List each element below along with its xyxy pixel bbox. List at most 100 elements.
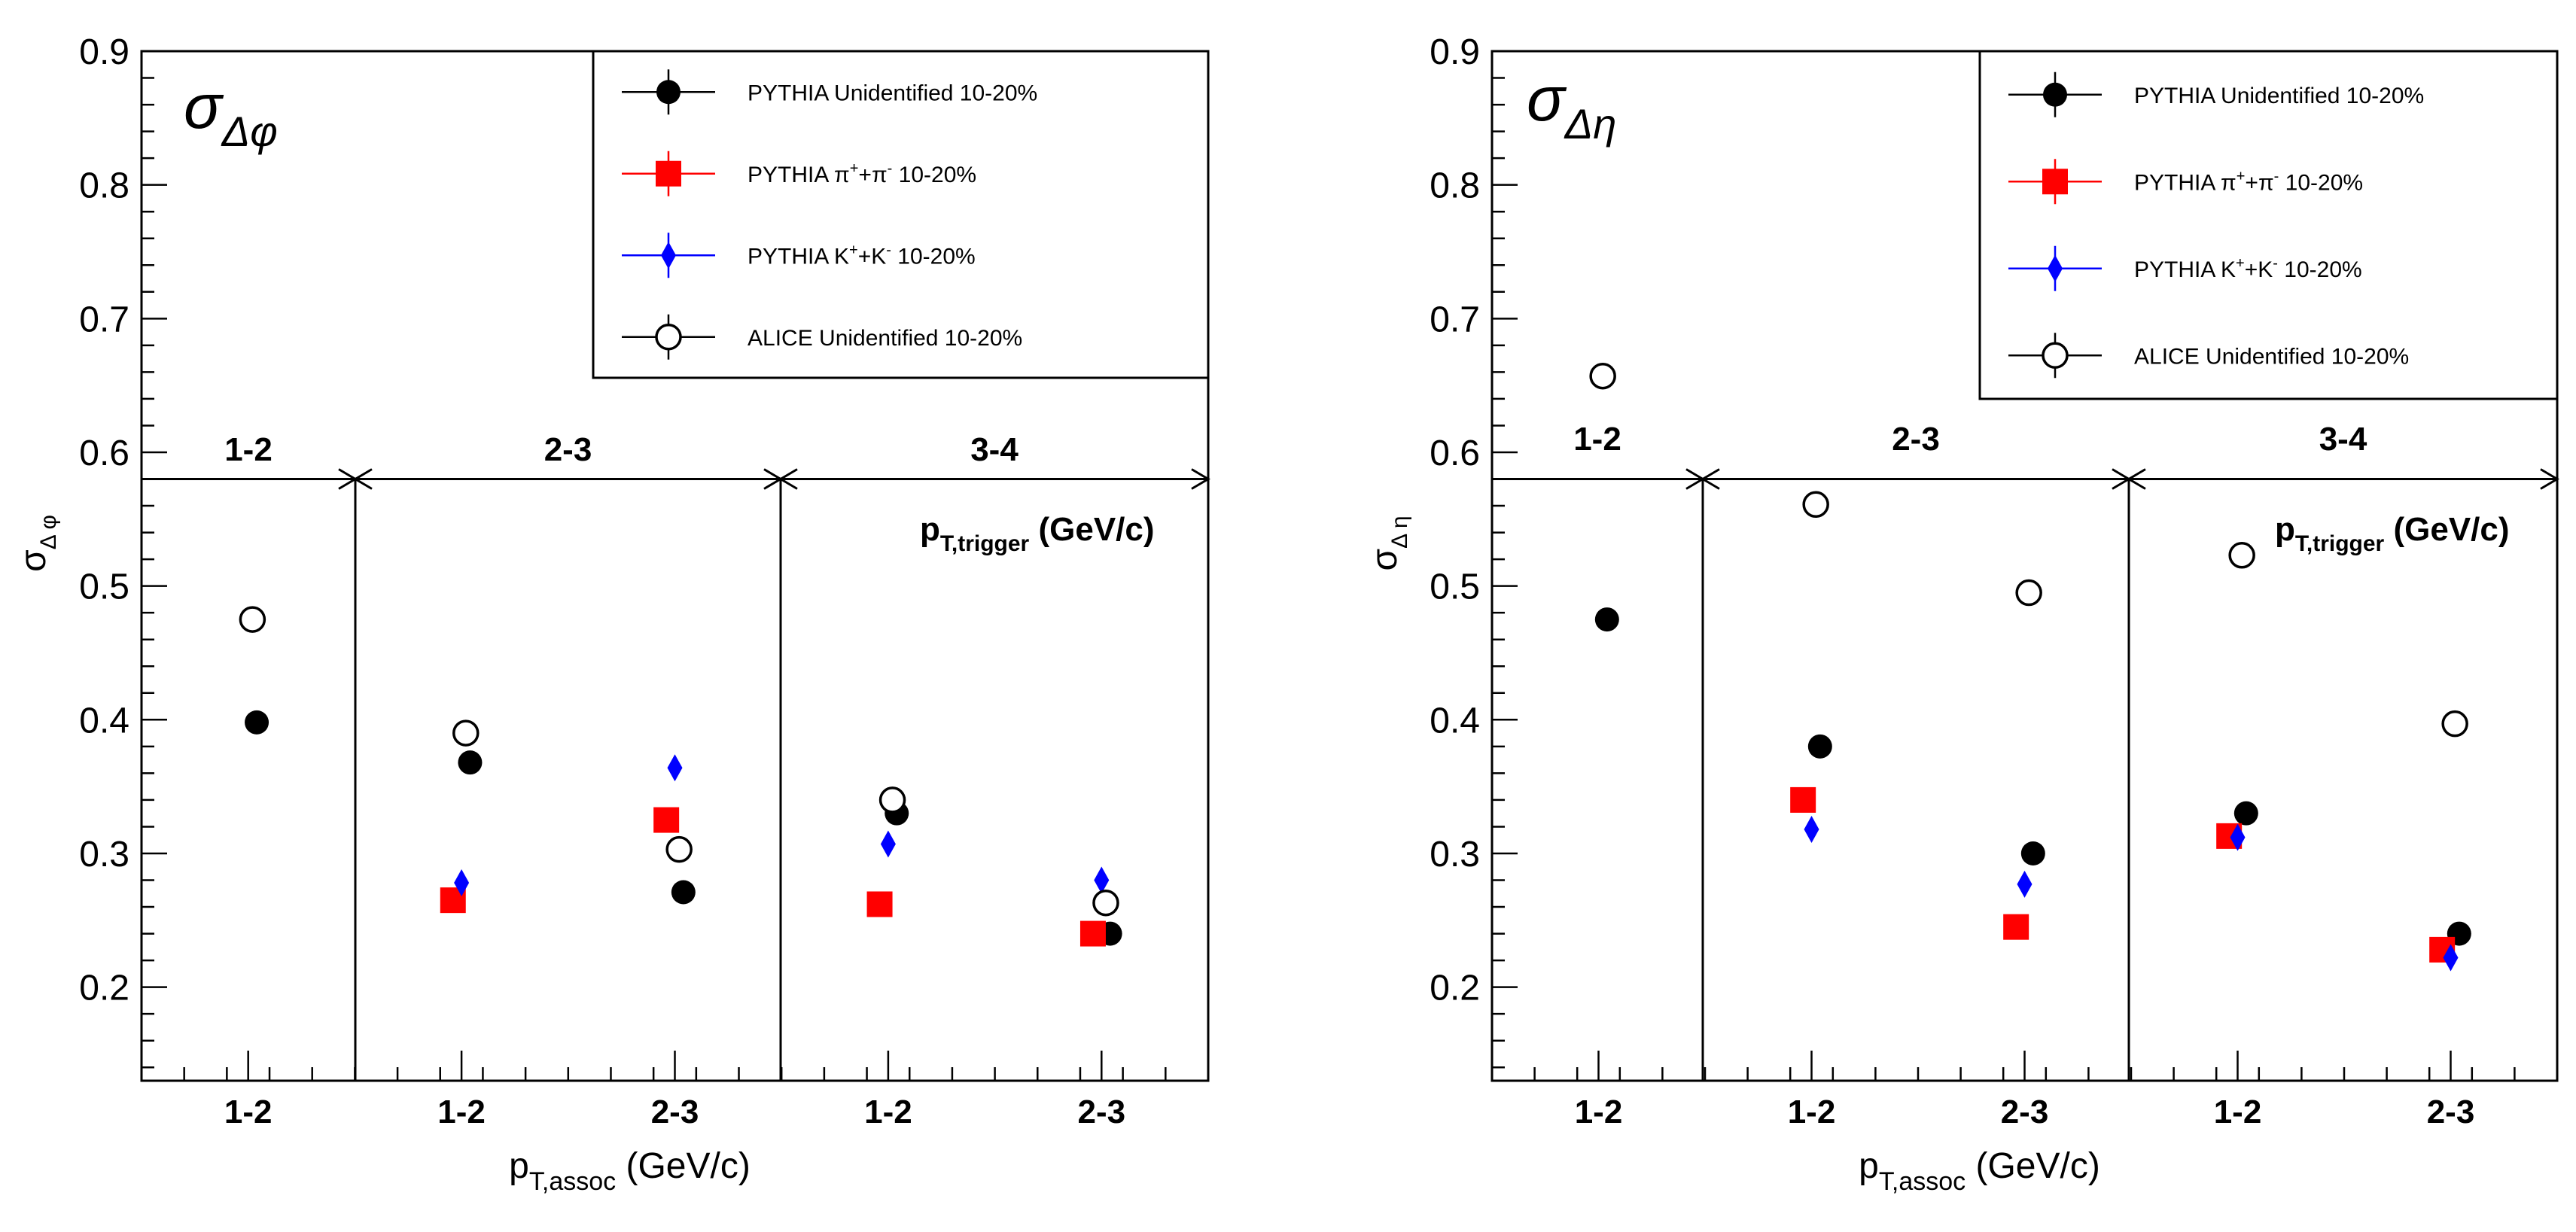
arrow-right-of-divider xyxy=(353,468,373,490)
trigger-segment-label: 1-2 xyxy=(224,431,273,468)
arrow-right-of-divider xyxy=(2127,468,2146,490)
legend-text: ALICE Unidentified 10-20% xyxy=(2134,344,2409,369)
data-point xyxy=(452,719,480,747)
data-point xyxy=(2003,914,2029,940)
data-point xyxy=(2443,944,2459,972)
legend-marker xyxy=(656,80,681,105)
panel-title: σΔφ xyxy=(184,71,278,155)
arrow-right-end xyxy=(1191,468,1210,490)
legend-marker xyxy=(2042,342,2069,369)
x-title-p: p xyxy=(1859,1146,1879,1186)
data-point xyxy=(1079,920,1106,947)
legend-sup: - xyxy=(2273,255,2278,272)
x-category-label: 2-3 xyxy=(2001,1094,2049,1130)
trigger-segment-label: 2-3 xyxy=(544,431,592,468)
data-point xyxy=(880,830,896,858)
data-point xyxy=(1807,734,1832,759)
x-title-sub: T,assoc xyxy=(529,1167,616,1196)
y-tick-label: 0.6 xyxy=(79,433,129,473)
y-tick-label: 0.9 xyxy=(79,32,129,72)
y-tick-label: 0.2 xyxy=(79,969,129,1008)
legend-sup: - xyxy=(886,242,891,258)
legend-text: +K xyxy=(2245,257,2273,282)
trigger-label-sub: T,trigger xyxy=(940,531,1030,556)
data-point xyxy=(878,786,906,814)
y-tick-label: 0.6 xyxy=(1430,433,1480,473)
data-point xyxy=(665,835,693,863)
legend-text: PYTHIA Unidentified 10-20% xyxy=(748,81,1037,105)
legend-marker xyxy=(2043,82,2067,107)
y-tick-label: 0.7 xyxy=(1430,300,1480,339)
data-point xyxy=(239,606,266,633)
x-category-label: 2-3 xyxy=(2427,1094,2475,1130)
legend-text: ALICE Unidentified 10-20% xyxy=(748,326,1022,351)
legend-sup: + xyxy=(2236,255,2245,272)
legend-box xyxy=(592,50,1210,379)
y-tick-label: 0.4 xyxy=(1430,701,1480,741)
y-tick-label: 0.5 xyxy=(1430,567,1480,607)
x-category-label: 1-2 xyxy=(2214,1094,2262,1130)
data-point xyxy=(667,754,683,782)
x-title-units: (GeV/c) xyxy=(616,1146,751,1186)
y-title-sub: Δ η xyxy=(1387,516,1412,548)
trigger-axis-label: pT,trigger (GeV/c) xyxy=(2275,511,2510,556)
legend-marker xyxy=(2042,169,2068,195)
legend-text: +π xyxy=(2245,170,2273,195)
data-point xyxy=(2230,823,2246,851)
legend-text: PYTHIA K xyxy=(748,244,849,269)
legend-text: PYTHIA π xyxy=(748,163,850,187)
panel-title: σΔη xyxy=(1527,63,1616,148)
trigger-label-units: (GeV/c) xyxy=(2384,511,2509,548)
data-point xyxy=(2228,542,2255,569)
legend-marker xyxy=(661,242,676,269)
legend-text: 10-20% xyxy=(892,163,976,187)
legend-marker xyxy=(655,324,682,351)
panel-title-sigma: σ xyxy=(1527,63,1567,134)
legend-text: 10-20% xyxy=(2278,257,2362,282)
x-title-units: (GeV/c) xyxy=(1965,1146,2100,1186)
arrow-right-of-divider xyxy=(778,468,798,490)
trigger-segment-label: 3-4 xyxy=(970,431,1019,468)
trigger-segment-label: 2-3 xyxy=(1892,421,1940,458)
y-tick-label: 0.4 xyxy=(79,701,129,741)
y-tick-label: 0.3 xyxy=(1430,835,1480,875)
data-point xyxy=(1589,362,1616,390)
data-point xyxy=(671,880,696,905)
data-point xyxy=(653,807,680,833)
trigger-label-sub: T,trigger xyxy=(2295,531,2385,556)
data-point xyxy=(1094,866,1110,894)
data-point xyxy=(1092,889,1119,917)
x-category-label: 2-3 xyxy=(651,1094,699,1130)
legend-entry-label: PYTHIA π++π- 10-20% xyxy=(748,160,976,187)
x-category-label: 1-2 xyxy=(1788,1094,1836,1130)
legend-text: PYTHIA π xyxy=(2134,170,2236,195)
data-point xyxy=(1802,491,1829,519)
trigger-segment-label: 1-2 xyxy=(1573,421,1621,458)
trigger-axis-label: pT,trigger (GeV/c) xyxy=(920,511,1155,556)
data-point xyxy=(2233,801,2258,826)
legend-entry-label: PYTHIA K++K- 10-20% xyxy=(2134,255,2362,282)
legend-text: 10-20% xyxy=(2279,170,2363,195)
legend-sup: + xyxy=(2236,168,2246,184)
legend-sup: + xyxy=(849,242,858,258)
x-category-label: 2-3 xyxy=(1078,1094,1126,1130)
data-point xyxy=(1790,786,1816,813)
y-title-sub: Δ φ xyxy=(36,515,61,549)
legend-text: PYTHIA K xyxy=(2134,257,2236,282)
arrow-right-end xyxy=(2540,468,2559,490)
y-tick-label: 0.9 xyxy=(1430,32,1480,72)
legend-marker xyxy=(2048,254,2063,282)
legend-entry-label: PYTHIA Unidentified 10-20% xyxy=(2134,84,2424,108)
legend-text: 10-20% xyxy=(891,244,976,269)
legend-sup: + xyxy=(850,160,859,177)
legend-sup: - xyxy=(2274,168,2279,184)
legend-sup: - xyxy=(888,160,893,177)
legend-marker xyxy=(656,160,681,187)
x-title-sub: T,assoc xyxy=(1879,1167,1965,1196)
y-tick-label: 0.7 xyxy=(79,300,129,339)
y-tick-label: 0.8 xyxy=(1430,166,1480,206)
trigger-label-p: p xyxy=(2275,511,2295,548)
trigger-label-p: p xyxy=(920,511,940,548)
data-point xyxy=(1804,815,1819,843)
